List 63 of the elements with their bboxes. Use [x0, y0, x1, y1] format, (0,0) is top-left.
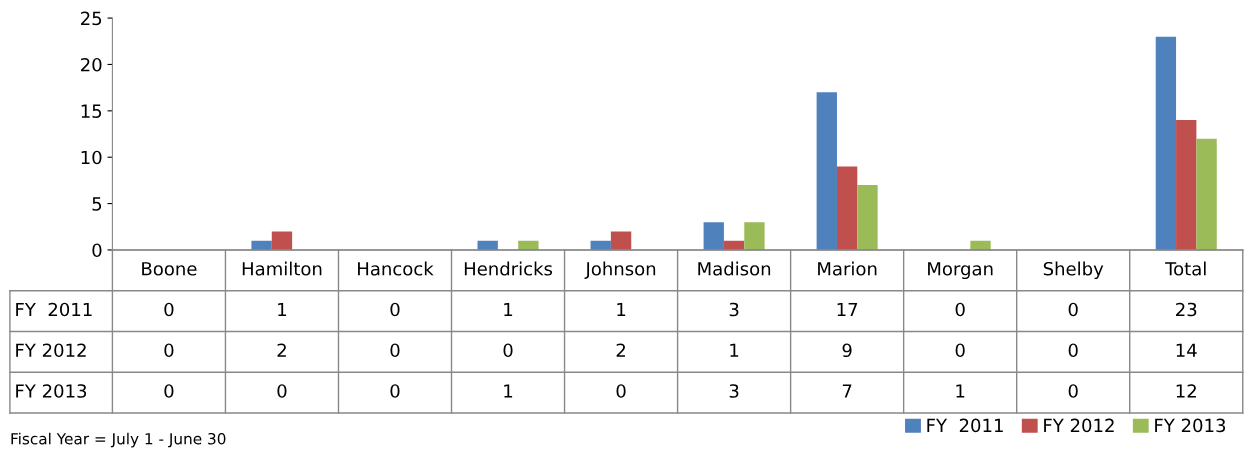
bar: [1196, 138, 1217, 250]
data-label: 0: [1068, 343, 1078, 358]
bar: [836, 166, 858, 250]
text: FY 2011: [16, 302, 92, 317]
bar: [271, 231, 293, 250]
y-tick-label: 5: [92, 197, 102, 211]
x-tick-label: Johnson: [584, 261, 656, 279]
data-label: 14: [1176, 343, 1197, 357]
x-tick-label: Shelby: [1043, 261, 1104, 280]
data-label: 2: [616, 343, 625, 357]
data-label: 1: [956, 384, 965, 398]
data-label: 1: [504, 302, 513, 317]
data-label: 3: [729, 384, 739, 398]
data-label: 0: [164, 302, 174, 317]
bar: [610, 231, 632, 250]
data-label: 0: [955, 302, 965, 317]
y-tick-label: 25: [81, 11, 102, 26]
data-label: 3: [729, 302, 739, 317]
legend-label: FY 2012: [1044, 418, 1114, 433]
data-label: 12: [1176, 384, 1196, 398]
data-label: 1: [617, 302, 626, 317]
x-tick-label: Boone: [142, 262, 197, 276]
bar: [744, 222, 765, 250]
data-label: 0: [1068, 302, 1078, 317]
x-tick-label: Hendricks: [464, 261, 553, 276]
legend-label: FY 2013: [1155, 418, 1226, 433]
y-tick-label: 0: [92, 243, 102, 258]
text: FY 2012: [16, 343, 86, 358]
data-label: 1: [730, 343, 739, 357]
x-tick-label: Total: [1165, 261, 1206, 276]
bar: [1155, 36, 1177, 250]
data-label: 0: [616, 384, 626, 398]
y-tick-label: 10: [81, 150, 102, 165]
x-tick-label: Hancock: [358, 261, 434, 276]
y-tick-label: 20: [81, 57, 102, 72]
data-label: 0: [164, 343, 174, 358]
legend-label: FY 2011: [927, 418, 1003, 433]
text: FY 2013: [16, 384, 87, 398]
data-label: 0: [390, 384, 400, 398]
data-label: 23: [1176, 302, 1197, 317]
y-tick-label: 15: [81, 104, 102, 118]
x-tick-label: Marion: [818, 261, 877, 276]
data-label: 7: [842, 384, 852, 398]
data-label: 0: [390, 343, 400, 358]
bar: [703, 222, 724, 250]
x-tick-label: Morgan: [928, 262, 993, 280]
data-label: 0: [955, 343, 965, 358]
data-label: 0: [277, 384, 287, 398]
data-label: 1: [278, 302, 287, 317]
text: Fiscal Year = July 1 - June 30: [11, 432, 226, 448]
bar: [1176, 120, 1197, 250]
x-tick-label: Hamilton: [242, 261, 322, 276]
data-label: 9: [842, 343, 852, 358]
data-label: 0: [164, 384, 174, 398]
bar: [857, 185, 878, 250]
data-label: 1: [504, 384, 513, 398]
data-label: 0: [1068, 384, 1078, 398]
data-label: 2: [277, 343, 286, 357]
data-label: 17: [837, 302, 858, 317]
bar: [816, 92, 837, 250]
data-label: 0: [503, 343, 513, 358]
data-label: 0: [390, 302, 400, 317]
x-tick-label: Madison: [698, 261, 771, 276]
